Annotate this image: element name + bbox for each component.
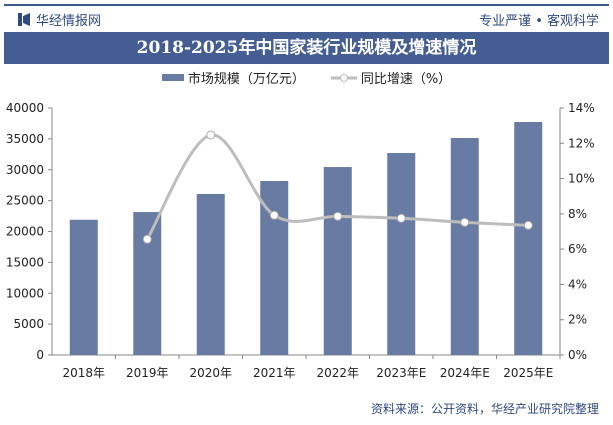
- right-tick-label: 10%: [568, 172, 595, 186]
- left-tick-label: 40000: [6, 101, 44, 115]
- growth-point: [269, 210, 279, 220]
- bar: [196, 194, 225, 355]
- left-tick-label: 20000: [6, 225, 44, 239]
- legend: 市场规模（万亿元） 同比增速（%）: [0, 68, 613, 87]
- x-tick-label: 2025年E: [503, 366, 553, 380]
- brand-logo-icon: [18, 13, 30, 26]
- x-tick-label: 2018年: [62, 366, 105, 380]
- growth-point: [460, 217, 470, 227]
- right-tick-label: 14%: [568, 101, 595, 115]
- growth-point: [142, 234, 152, 244]
- source-note: 资料来源：公开资料，华经产业研究院整理: [370, 402, 599, 416]
- x-tick-label: 2023年E: [376, 366, 426, 380]
- right-tick-label: 4%: [568, 277, 587, 291]
- growth-point: [523, 220, 533, 230]
- x-tick-label: 2021年: [253, 366, 296, 380]
- left-tick-label: 30000: [6, 163, 44, 177]
- bar: [260, 180, 289, 355]
- left-tick-label: 15000: [6, 255, 44, 269]
- slogan: 专业严谨 • 客观科学: [479, 14, 599, 29]
- legend-bar: 市场规模（万亿元）: [161, 68, 305, 87]
- x-tick-label: 2024年E: [440, 366, 490, 380]
- legend-line: 同比增速（%）: [330, 68, 451, 87]
- growth-point: [206, 130, 216, 140]
- right-tick-label: 2%: [568, 313, 587, 327]
- brand: 华经情报网: [18, 10, 101, 29]
- growth-point: [333, 211, 343, 221]
- left-tick-label: 25000: [6, 194, 44, 208]
- right-tick-label: 6%: [568, 242, 587, 256]
- bar: [514, 122, 543, 356]
- top-divider: [4, 4, 609, 6]
- left-tick-label: 5000: [13, 317, 44, 331]
- bar: [450, 138, 479, 355]
- bar: [323, 167, 352, 355]
- left-tick-label: 10000: [6, 286, 44, 300]
- chart-title: 2018-2025年中国家装行业规模及增速情况: [4, 32, 609, 64]
- bar: [387, 153, 416, 355]
- right-tick-label: 8%: [568, 207, 587, 221]
- bar: [69, 219, 98, 355]
- brand-name: 华经情报网: [36, 14, 102, 29]
- x-tick-label: 2019年: [126, 366, 169, 380]
- bar: [133, 212, 162, 355]
- left-tick-label: 35000: [6, 132, 44, 146]
- left-tick-label: 0: [36, 348, 44, 362]
- x-tick-label: 2022年: [316, 366, 359, 380]
- growth-point: [396, 213, 406, 223]
- right-tick-label: 12%: [568, 136, 595, 150]
- x-tick-label: 2020年: [189, 366, 232, 380]
- right-tick-label: 0%: [568, 348, 587, 362]
